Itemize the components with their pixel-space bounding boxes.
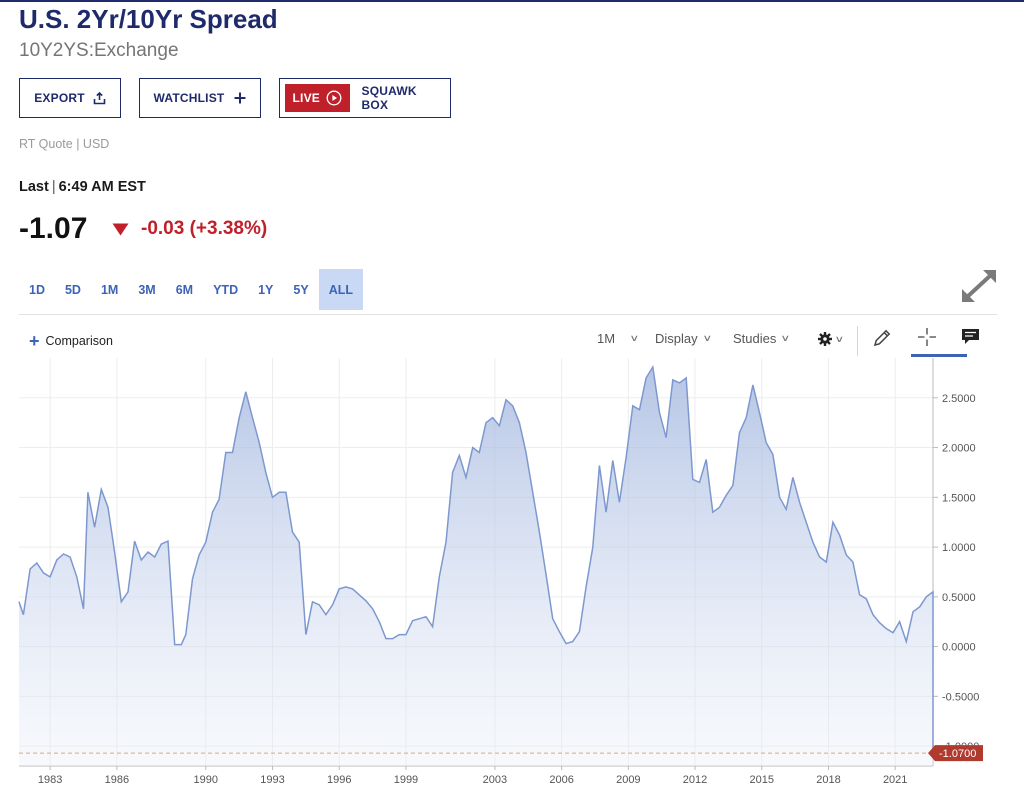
chart-series-line <box>18 364 934 754</box>
chevron-down-icon: ∨ <box>780 333 791 343</box>
spread-chart[interactable]: 1983 1986 1990 1993 1996 1999 2003 2006 2009 2012… <box>0 358 1024 788</box>
interval-dropdown[interactable]: 1M ∨ <box>597 331 640 346</box>
last-price: -1.07 <box>19 212 88 245</box>
x-tick-label: 2009 <box>616 774 640 786</box>
chevron-down-icon: ∨ <box>834 333 845 344</box>
squawk-label: SQUAWK BOX <box>361 84 417 112</box>
y-tick-label: -0.5000 <box>942 691 979 703</box>
last-value-marker <box>928 745 983 762</box>
range-all[interactable]: ALL <box>318 269 363 310</box>
x-tick-label: 1983 <box>38 774 62 786</box>
export-button[interactable]: EXPORT <box>19 78 121 118</box>
last-update: Last | 6:49 AM EST <box>19 179 146 195</box>
comparison-button[interactable]: + Comparison <box>29 331 113 351</box>
range-5y[interactable]: 5Y <box>293 282 309 297</box>
last-time-value: 6:49 AM EST <box>58 179 146 195</box>
crosshair-active-indicator <box>911 354 967 357</box>
display-label: Display <box>655 331 698 346</box>
watchlist-button[interactable]: WATCHLIST <box>139 78 261 118</box>
chart-area-fill <box>19 367 933 766</box>
x-tick-label: 1999 <box>394 774 418 786</box>
range-1y[interactable]: 1Y <box>258 282 274 297</box>
y-tick-label: 2.5000 <box>942 393 976 405</box>
x-tick-label: 2015 <box>750 774 774 786</box>
quote-meta: RT Quote | USD <box>19 137 110 151</box>
price-change: -0.03 (+3.38%) <box>112 218 267 240</box>
play-icon <box>326 90 342 106</box>
live-badge: LIVE <box>285 84 350 112</box>
range-selector: 1D 5D 1M 3M 6M YTD 1Y 5Y ALL <box>19 269 363 310</box>
y-tick-label: 0.5000 <box>942 592 976 604</box>
expand-icon[interactable] <box>958 266 1000 306</box>
x-tick-label: 1993 <box>260 774 284 786</box>
x-tick-label: 1996 <box>327 774 351 786</box>
y-tick-label: 0.0000 <box>942 642 976 654</box>
export-label: EXPORT <box>34 91 85 105</box>
plus-icon <box>234 92 246 104</box>
interval-value: 1M <box>597 331 616 346</box>
x-tick-label: 2003 <box>483 774 507 786</box>
top-border <box>0 0 1024 2</box>
last-value-label: -1.0700 <box>939 748 976 760</box>
crosshair-icon[interactable] <box>917 327 937 347</box>
plus-icon: + <box>29 331 40 351</box>
settings-dropdown[interactable]: ∨ <box>817 331 845 347</box>
x-tick-label: 1986 <box>105 774 129 786</box>
y-tick-label: 1.0000 <box>942 542 976 554</box>
last-label: Last <box>19 179 49 195</box>
chevron-down-icon: ∨ <box>629 333 640 343</box>
share-icon <box>93 91 106 104</box>
y-tick-label: 2.0000 <box>942 443 976 455</box>
divider <box>19 314 997 315</box>
page-title: U.S. 2Yr/10Yr Spread <box>19 4 278 34</box>
comment-icon[interactable] <box>961 328 981 346</box>
chevron-down-icon: ∨ <box>701 333 712 343</box>
x-tick-label: 2021 <box>883 774 907 786</box>
range-6m[interactable]: 6M <box>175 282 194 297</box>
comparison-label: Comparison <box>45 334 113 348</box>
range-1m[interactable]: 1M <box>100 282 119 297</box>
down-triangle-icon <box>112 223 129 235</box>
x-tick-label: 1990 <box>194 774 218 786</box>
x-tick-label: 2012 <box>683 774 707 786</box>
y-tick-label: 1.5000 <box>942 492 976 504</box>
range-1d[interactable]: 1D <box>29 282 45 297</box>
range-5d[interactable]: 5D <box>64 282 81 297</box>
x-tick-label: 2006 <box>549 774 573 786</box>
watchlist-label: WATCHLIST <box>153 91 225 105</box>
range-ytd[interactable]: YTD <box>213 282 239 297</box>
symbol-label: 10Y2YS:Exchange <box>19 40 179 61</box>
x-tick-label: 2018 <box>816 774 840 786</box>
pencil-icon[interactable] <box>872 328 892 348</box>
gear-icon <box>818 332 832 346</box>
studies-dropdown[interactable]: Studies ∨ <box>733 331 791 346</box>
squawk-box-button[interactable]: LIVE SQUAWK BOX <box>279 78 451 118</box>
toolbar-separator <box>857 326 858 356</box>
studies-label: Studies <box>733 331 777 346</box>
live-label: LIVE <box>292 91 321 105</box>
display-dropdown[interactable]: Display ∨ <box>655 331 712 346</box>
range-3m[interactable]: 3M <box>138 282 156 297</box>
change-value: -0.03 (+3.38%) <box>141 218 268 239</box>
